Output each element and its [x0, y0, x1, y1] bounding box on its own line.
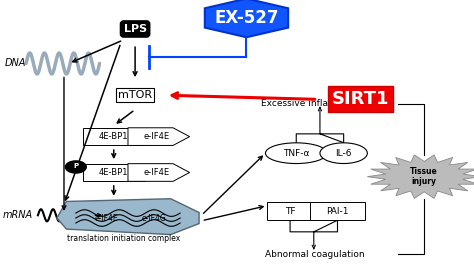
- Polygon shape: [57, 199, 199, 235]
- FancyBboxPatch shape: [310, 202, 365, 220]
- FancyBboxPatch shape: [83, 164, 145, 181]
- Ellipse shape: [320, 143, 367, 163]
- Polygon shape: [128, 128, 190, 145]
- Text: Abnormal coagulation: Abnormal coagulation: [265, 250, 365, 259]
- Polygon shape: [128, 164, 190, 181]
- Polygon shape: [367, 155, 474, 198]
- Text: mRNA: mRNA: [2, 210, 33, 220]
- Text: PAI-1: PAI-1: [326, 207, 349, 216]
- Text: TF: TF: [285, 207, 295, 216]
- Text: e-IF4E: e-IF4E: [143, 168, 170, 177]
- FancyBboxPatch shape: [83, 128, 145, 145]
- Text: e-IF4E: e-IF4E: [143, 132, 170, 141]
- Text: DNA: DNA: [5, 59, 26, 68]
- Circle shape: [65, 161, 86, 173]
- Text: e-IF4E: e-IF4E: [95, 214, 118, 223]
- Text: TNF-α: TNF-α: [283, 149, 310, 158]
- Text: e-IF4G: e-IF4G: [142, 214, 166, 223]
- Ellipse shape: [265, 143, 327, 163]
- Text: SIRT1: SIRT1: [331, 90, 389, 108]
- Text: 4E-BP1: 4E-BP1: [99, 168, 128, 177]
- Polygon shape: [205, 0, 288, 37]
- Text: translation initiation complex: translation initiation complex: [67, 234, 180, 243]
- Text: P: P: [73, 163, 78, 169]
- Text: LPS: LPS: [124, 24, 146, 34]
- Text: Excessive inflammation: Excessive inflammation: [262, 99, 369, 108]
- Text: Tissue
injury: Tissue injury: [410, 167, 438, 186]
- Text: IL-6: IL-6: [336, 149, 352, 158]
- Text: mTOR: mTOR: [118, 90, 152, 100]
- FancyBboxPatch shape: [267, 202, 313, 220]
- Text: EX-527: EX-527: [214, 9, 279, 27]
- Text: 4E-BP1: 4E-BP1: [99, 132, 128, 141]
